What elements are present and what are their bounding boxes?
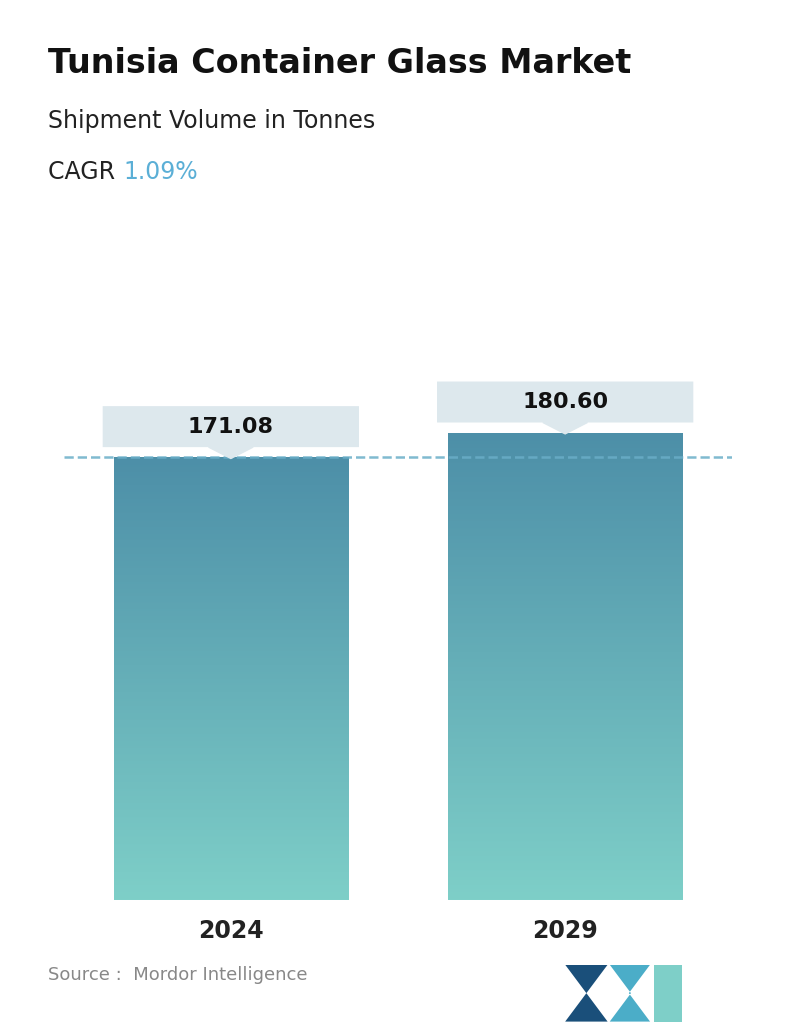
FancyBboxPatch shape (103, 406, 359, 447)
Text: 180.60: 180.60 (522, 392, 608, 412)
FancyBboxPatch shape (437, 382, 693, 423)
Text: Source :  Mordor Intelligence: Source : Mordor Intelligence (48, 967, 307, 984)
Polygon shape (654, 965, 682, 1022)
Text: Shipment Volume in Tonnes: Shipment Volume in Tonnes (48, 109, 375, 132)
Polygon shape (209, 447, 253, 458)
Polygon shape (565, 965, 607, 1022)
Polygon shape (543, 423, 587, 434)
Text: CAGR: CAGR (48, 160, 130, 184)
Text: 171.08: 171.08 (188, 417, 274, 436)
Text: 1.09%: 1.09% (123, 160, 198, 184)
Polygon shape (610, 965, 650, 1022)
Text: Tunisia Container Glass Market: Tunisia Container Glass Market (48, 47, 631, 80)
